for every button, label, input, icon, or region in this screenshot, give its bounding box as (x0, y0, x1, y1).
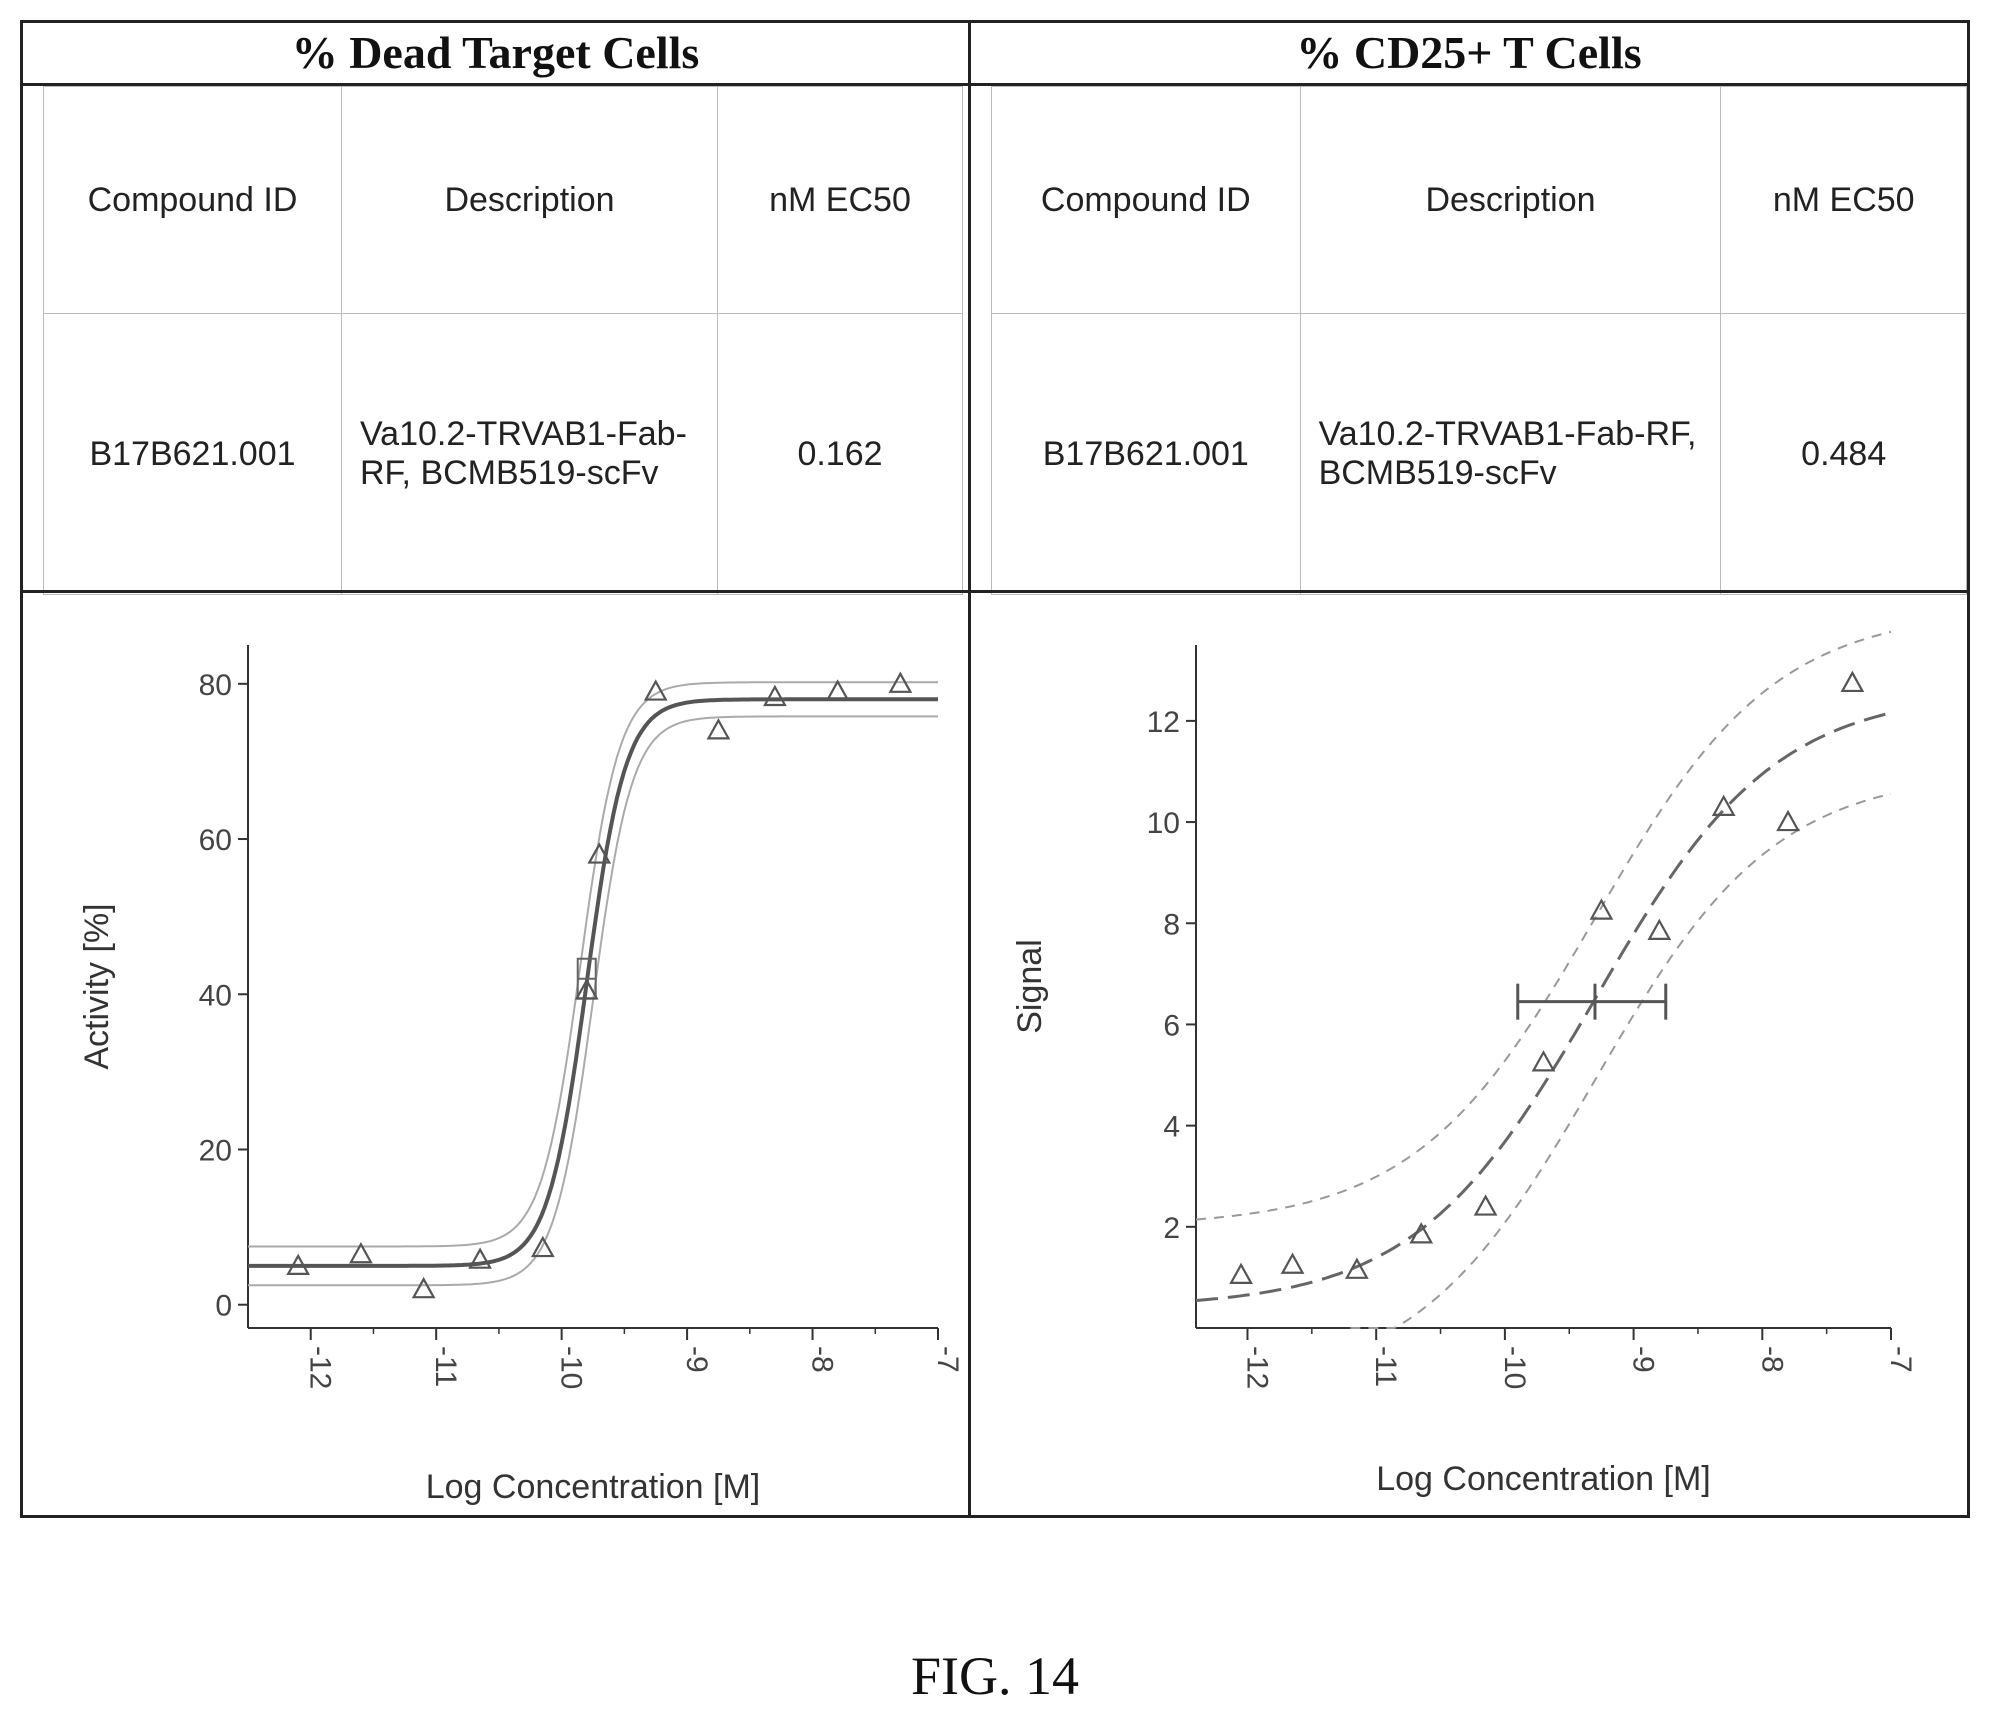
data-point (1840, 670, 1865, 693)
confidence-band-lower (1350, 792, 1892, 1329)
data-point (888, 671, 913, 693)
table-chart-divider (23, 590, 968, 593)
y-tick-label: 80 (199, 669, 232, 702)
table-row: B17B621.001 Va10.2-TRVAB1-Fab-RF, BCMB51… (991, 313, 1967, 595)
x-tick-label: -7 (931, 1346, 964, 1373)
cell-description: Va10.2-TRVAB1-Fab-RF, BCMB519-scFv (1299, 313, 1722, 595)
data-point (643, 679, 668, 701)
data-point (1647, 918, 1672, 940)
x-tick-label: -9 (680, 1346, 713, 1373)
confidence-band-lower (248, 715, 938, 1287)
data-point (574, 978, 599, 1000)
data-point (706, 718, 731, 740)
data-point (587, 842, 612, 864)
x-tick-label: -10 (1498, 1346, 1531, 1389)
header-description: Description (1299, 86, 1722, 314)
data-point (1345, 1257, 1369, 1279)
cell-ec50: 0.162 (717, 313, 963, 595)
panel-divider (968, 23, 971, 1515)
cell-ec50: 0.484 (1720, 313, 1967, 595)
table-header-row: Compound ID Description nM EC50 (43, 86, 963, 314)
y-tick-label: 60 (199, 824, 232, 857)
data-point (411, 1276, 436, 1299)
compound-table: Compound ID Description nM EC50 B17B621.… (43, 86, 963, 595)
signal-chart: 2 4 6 8 10 12 -12 -11 -10 -9 -8 -7 Log Concentration… (1011, 630, 1917, 1498)
data-point (530, 1235, 555, 1258)
header-ec50: nM EC50 (717, 86, 963, 314)
chart-container-signal: 2 4 6 8 10 12 -12 -11 -10 -9 -8 -7 Log Concentration… (971, 593, 1967, 1515)
x-tick-label: -8 (806, 1346, 839, 1373)
data-point (468, 1247, 492, 1269)
cell-description: Va10.2-TRVAB1-Fab-RF, BCMB519-scFv (341, 313, 718, 595)
figure-label: FIG. 14 (910, 1646, 1079, 1706)
x-tick-label: -9 (1627, 1346, 1660, 1373)
figure-frame: % Dead Target Cells Compound ID Descript… (20, 20, 1970, 1518)
x-tick-label: -11 (1369, 1346, 1402, 1387)
data-point (763, 684, 787, 707)
x-tick-label: -8 (1755, 1346, 1788, 1373)
cell-compound-id: B17B621.001 (991, 313, 1301, 595)
x-axis-label: Log Concentration [M] (426, 1468, 761, 1506)
panel-cd25-t-cells: % CD25+ T Cells Compound ID Description … (971, 23, 1967, 1515)
data-point (1531, 1050, 1556, 1072)
cell-compound-id: B17B621.001 (43, 313, 342, 595)
data-point (1280, 1252, 1305, 1274)
x-tick-label: -10 (555, 1346, 588, 1389)
table-header-row: Compound ID Description nM EC50 (991, 86, 1967, 314)
y-tick-label: 0 (215, 1290, 232, 1323)
data-point (1776, 809, 1800, 832)
chart-container-activity: 0 20 40 60 80 -12 -11 -10 -9 -8 -7 Log Concentratio… (23, 593, 968, 1515)
table-row: B17B621.001 Va10.2-TRVAB1-Fab-RF, BCMB51… (43, 313, 963, 595)
y-tick-label: 10 (1147, 807, 1180, 840)
x-tick-label: -12 (304, 1346, 337, 1389)
header-ec50: nM EC50 (1720, 86, 1967, 314)
header-compound-id: Compound ID (43, 86, 342, 314)
header-compound-id: Compound ID (991, 86, 1301, 314)
x-tick-label: -12 (1240, 1346, 1273, 1389)
activity-chart: 0 20 40 60 80 -12 -11 -10 -9 -8 -7 Log Concentratio… (78, 645, 964, 1506)
data-point (1409, 1222, 1434, 1244)
confidence-band-upper (248, 681, 938, 1248)
data-point (1229, 1262, 1253, 1284)
fit-curve (1195, 711, 1892, 1302)
fit-curve (248, 697, 938, 1268)
x-tick-label: -11 (429, 1346, 462, 1387)
x-axis-label: Log Concentration [M] (1376, 1460, 1711, 1498)
y-axis-label: Activity [%] (78, 903, 116, 1069)
data-point (1473, 1194, 1498, 1216)
y-tick-label: 2 (1163, 1212, 1180, 1245)
header-description: Description (341, 86, 718, 314)
panel-title: % Dead Target Cells (23, 23, 968, 86)
y-tick-label: 40 (199, 979, 232, 1012)
table-chart-divider (971, 590, 1967, 593)
data-point (349, 1242, 373, 1264)
y-tick-label: 4 (1163, 1111, 1180, 1144)
y-tick-label: 20 (199, 1134, 232, 1167)
y-tick-label: 8 (1163, 908, 1180, 941)
data-point (286, 1253, 311, 1276)
data-point (1589, 898, 1614, 920)
confidence-band-upper (1195, 630, 1892, 1221)
data-point (1711, 794, 1736, 816)
compound-table: Compound ID Description nM EC50 B17B621.… (991, 86, 1967, 595)
y-axis-label: Signal (1011, 939, 1049, 1034)
y-tick-label: 6 (1163, 1009, 1180, 1042)
data-point (825, 679, 850, 701)
x-tick-label: -7 (1884, 1346, 1917, 1373)
panel-dead-target-cells: % Dead Target Cells Compound ID Descript… (23, 23, 968, 1515)
panel-title: % CD25+ T Cells (971, 23, 1967, 86)
y-tick-label: 12 (1147, 706, 1180, 739)
